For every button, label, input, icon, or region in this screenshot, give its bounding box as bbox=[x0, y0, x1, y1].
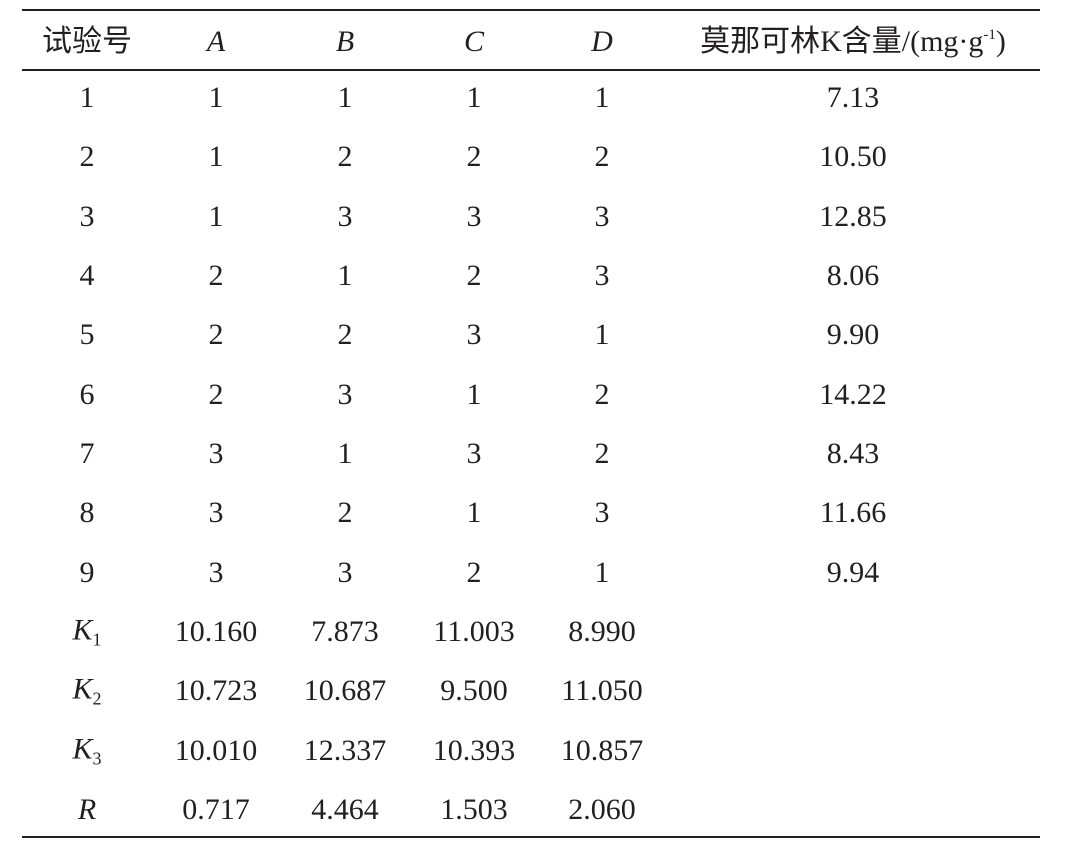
table-cell: 1 bbox=[594, 318, 610, 352]
table-cell: 1 bbox=[594, 555, 610, 589]
header-cell: B bbox=[335, 25, 355, 58]
table-cell: 3 bbox=[594, 496, 610, 530]
table-cell: 2 bbox=[208, 377, 224, 411]
table-cell: 11.66 bbox=[819, 496, 887, 530]
table-cell: 8.990 bbox=[568, 614, 636, 648]
table-cell: 2 bbox=[594, 377, 610, 411]
factor-subscript: 3 bbox=[92, 748, 102, 769]
table-cell: 2 bbox=[466, 555, 482, 589]
table-cell: 10.723 bbox=[174, 674, 258, 708]
row-label: R bbox=[77, 792, 97, 826]
table-cell: 2 bbox=[594, 140, 610, 174]
bottom-rule bbox=[22, 836, 1040, 838]
table-cell: 3 bbox=[208, 555, 224, 589]
table-cell: 2 bbox=[208, 318, 224, 352]
factor-symbol: K bbox=[72, 672, 93, 706]
table-cell: 1.503 bbox=[440, 792, 508, 826]
table-cell: 2 bbox=[466, 258, 482, 292]
row-label: K2 bbox=[72, 672, 102, 709]
header-cell: C bbox=[463, 25, 485, 58]
table-cell: 8.43 bbox=[826, 436, 880, 470]
row-label: K1 bbox=[72, 613, 102, 650]
table-cell: 1 bbox=[337, 81, 353, 114]
row-label: K3 bbox=[72, 732, 102, 769]
table-cell: 8 bbox=[79, 496, 95, 530]
table-cell: 3 bbox=[79, 199, 95, 233]
table-cell: 2 bbox=[337, 318, 353, 352]
table-cell: 10.687 bbox=[303, 674, 387, 708]
table-cell: 3 bbox=[466, 318, 482, 352]
header-text: 莫那可林K含量/(mg·g bbox=[700, 25, 984, 58]
table-cell: 5 bbox=[79, 318, 95, 352]
header-rule bbox=[22, 69, 1040, 71]
table-cell: 9.500 bbox=[440, 674, 508, 708]
table-cell: 1 bbox=[79, 81, 95, 114]
factor-symbol: R bbox=[77, 792, 97, 826]
table-cell: 3 bbox=[466, 199, 482, 233]
table-cell: 1 bbox=[208, 140, 224, 174]
table-cell: 10.50 bbox=[819, 140, 887, 174]
factor-subscript: 2 bbox=[92, 688, 102, 709]
table-cell: 10.393 bbox=[432, 733, 516, 767]
table-cell: 6 bbox=[79, 377, 95, 411]
factor-symbol: K bbox=[72, 613, 93, 647]
table-cell: 1 bbox=[466, 81, 482, 114]
table-cell: 9.94 bbox=[826, 555, 880, 589]
table-cell: 8.06 bbox=[826, 258, 880, 292]
factor-subscript: 1 bbox=[92, 629, 102, 650]
table-cell: 3 bbox=[208, 436, 224, 470]
table-cell: 3 bbox=[594, 258, 610, 292]
factor-symbol: K bbox=[72, 732, 93, 766]
table-cell: 4.464 bbox=[311, 792, 379, 826]
table-cell: 3 bbox=[466, 436, 482, 470]
header-cell: D bbox=[591, 25, 613, 58]
table-cell: 9 bbox=[79, 555, 95, 589]
top-rule bbox=[22, 9, 1040, 11]
table-cell: 7.13 bbox=[826, 81, 880, 114]
header-cell: 试验号 bbox=[42, 25, 132, 58]
header-cell: 莫那可林K含量/(mg·g-1) bbox=[700, 27, 1006, 57]
header-cell: A bbox=[206, 25, 226, 58]
table-cell: 2 bbox=[337, 496, 353, 530]
table-cell: 3 bbox=[337, 555, 353, 589]
table-cell: 1 bbox=[337, 258, 353, 292]
table-cell: 10.857 bbox=[560, 733, 644, 767]
table-cell: 3 bbox=[594, 199, 610, 233]
table-cell: 1 bbox=[594, 81, 610, 114]
table-cell: 2 bbox=[79, 140, 95, 174]
table-cell: 10.160 bbox=[174, 614, 258, 648]
table-cell: 12.337 bbox=[303, 733, 387, 767]
table-cell: 3 bbox=[337, 377, 353, 411]
table-cell: 7.873 bbox=[311, 614, 379, 648]
table-cell: 10.010 bbox=[174, 733, 258, 767]
table-cell: 7 bbox=[79, 436, 95, 470]
table-cell: 3 bbox=[208, 496, 224, 530]
table-cell: 1 bbox=[466, 377, 482, 411]
table-cell: 1 bbox=[337, 436, 353, 470]
header-superscript: -1 bbox=[983, 27, 996, 43]
table-cell: 12.85 bbox=[819, 199, 887, 233]
table-cell: 2 bbox=[594, 436, 610, 470]
table-cell: 1 bbox=[208, 199, 224, 233]
table-cell: 2 bbox=[337, 140, 353, 174]
table-cell: 1 bbox=[208, 81, 224, 114]
table-cell: 11.003 bbox=[433, 614, 515, 648]
table-cell: 9.90 bbox=[826, 318, 880, 352]
table-cell: 4 bbox=[79, 258, 95, 292]
table-cell: 0.717 bbox=[182, 792, 250, 826]
table-cell: 1 bbox=[466, 496, 482, 530]
table-cell: 2.060 bbox=[568, 792, 636, 826]
table-cell: 2 bbox=[208, 258, 224, 292]
table-cell: 3 bbox=[337, 199, 353, 233]
table-cell: 14.22 bbox=[819, 377, 887, 411]
header-text: ) bbox=[995, 25, 1006, 58]
table-cell: 2 bbox=[466, 140, 482, 174]
table-cell: 11.050 bbox=[561, 674, 643, 708]
